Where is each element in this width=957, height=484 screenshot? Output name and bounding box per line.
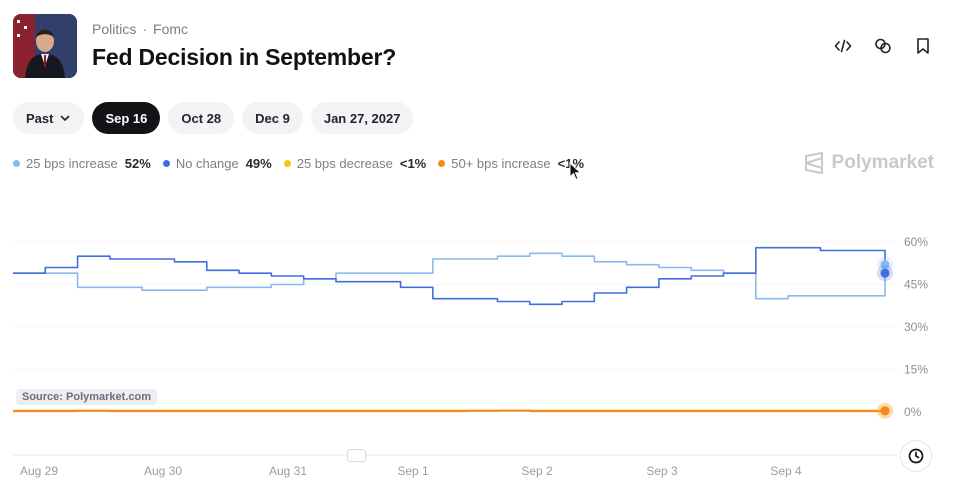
- brand-name: Polymarket: [831, 152, 934, 173]
- bookmark-button[interactable]: [913, 34, 933, 58]
- page-title: Fed Decision in September?: [92, 44, 397, 70]
- endpoint-dot: [880, 268, 890, 278]
- legend-value: 52%: [124, 156, 151, 171]
- endpoint-dot: [880, 406, 890, 416]
- breadcrumb: Politics · Fomc: [92, 21, 188, 37]
- x-tick-label: Aug 29: [20, 464, 58, 478]
- legend-label: 25 bps decrease: [296, 156, 393, 171]
- x-axis: Aug 29 Aug 30 Aug 31 Sep 1 Sep 2 Sep 3 Sep 4: [20, 464, 802, 478]
- embed-button[interactable]: [833, 34, 853, 58]
- chart-legend: 25 bps increase 52% No change 49% 25 bps…: [13, 156, 584, 171]
- legend-dot: [283, 160, 291, 167]
- series-line: [13, 409, 886, 413]
- copy-link-button[interactable]: [873, 34, 893, 58]
- x-tick-label: Sep 2: [521, 464, 553, 478]
- source-label: Source: Polymarket.com: [16, 389, 157, 405]
- legend-value: 49%: [245, 156, 272, 171]
- polymarket-brand: Polymarket: [804, 152, 934, 174]
- y-tick-label: 0%: [904, 405, 922, 419]
- chevron-down-icon: [61, 115, 70, 121]
- history-button[interactable]: [900, 440, 932, 472]
- link-icon: [875, 38, 891, 54]
- x-tick-label: Aug 31: [269, 464, 307, 478]
- y-tick-label: 30%: [904, 320, 928, 334]
- x-tick-label: Sep 4: [770, 464, 802, 478]
- code-icon: [834, 39, 852, 53]
- series-line: [13, 252, 886, 300]
- chart-range-handle[interactable]: [347, 449, 366, 462]
- chart-endpoints: [877, 256, 893, 419]
- series-line: [13, 246, 886, 306]
- date-pill-jan-27-2027[interactable]: Jan 27, 2027: [310, 102, 414, 134]
- legend-item[interactable]: 25 bps increase 52%: [13, 156, 151, 171]
- market-thumbnail: [13, 14, 77, 78]
- chart-series: [13, 246, 886, 413]
- header-actions: [833, 34, 933, 58]
- past-dropdown-label: Past: [26, 110, 54, 126]
- legend-label: No change: [175, 156, 239, 171]
- legend-label: 25 bps increase: [26, 156, 118, 171]
- legend-dot: [13, 160, 20, 167]
- x-tick-label: Sep 3: [646, 464, 678, 478]
- x-tick-label: Sep 1: [397, 464, 429, 478]
- endpoint-dot: [880, 260, 890, 270]
- breadcrumb-category[interactable]: Politics: [92, 21, 137, 37]
- polymarket-logo-icon: [804, 152, 823, 174]
- bookmark-icon: [917, 38, 929, 54]
- x-tick-label: Aug 30: [144, 464, 182, 478]
- date-filter-bar: Past Sep 16 Oct 28 Dec 9 Jan 27, 2027: [13, 102, 414, 134]
- clock-icon: [908, 448, 924, 464]
- y-tick-label: 15%: [904, 363, 928, 377]
- y-tick-label: 60%: [904, 235, 928, 249]
- mouse-cursor-icon: [569, 162, 582, 181]
- past-dropdown[interactable]: Past: [13, 102, 85, 134]
- legend-dot: [162, 160, 170, 167]
- breadcrumb-separator: ·: [142, 21, 148, 37]
- date-pill-sep-16[interactable]: Sep 16: [92, 102, 161, 134]
- y-tick-label: 45%: [904, 278, 928, 292]
- legend-label: 50+ bps increase: [451, 156, 551, 171]
- legend-value: <1%: [399, 156, 427, 171]
- y-axis: 60% 45% 30% 15% 0%: [904, 235, 928, 419]
- legend-item[interactable]: 25 bps decrease <1%: [283, 156, 427, 171]
- chart-grid: [13, 241, 898, 456]
- legend-dot: [438, 160, 446, 167]
- date-pill-oct-28[interactable]: Oct 28: [168, 102, 235, 134]
- date-pill-dec-9[interactable]: Dec 9: [242, 102, 303, 134]
- legend-item[interactable]: No change 49%: [162, 156, 272, 171]
- breadcrumb-subcategory[interactable]: Fomc: [153, 21, 189, 37]
